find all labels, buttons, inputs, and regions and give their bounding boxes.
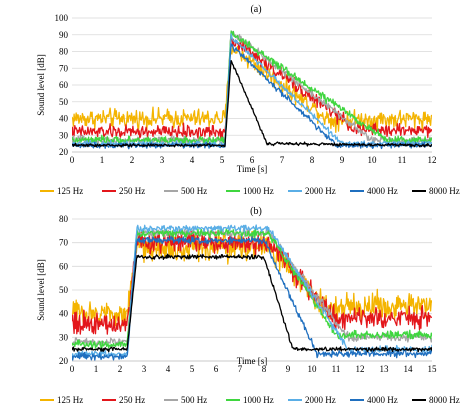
x-tick-label: 15 <box>428 364 438 374</box>
series-line-1000hz <box>72 30 432 146</box>
legend-label: 500 Hz <box>181 186 207 196</box>
x-tick-label: 3 <box>142 364 147 374</box>
legend-label: 4000 Hz <box>367 395 398 405</box>
legend-label: 2000 Hz <box>305 395 336 405</box>
x-tick-label: 5 <box>220 155 225 165</box>
y-tick-label: 80 <box>59 47 69 57</box>
x-tick-label: 4 <box>190 155 195 165</box>
y-tick-label: 20 <box>59 147 69 157</box>
x-tick-label: 12 <box>428 155 437 165</box>
y-tick-label: 100 <box>55 13 69 23</box>
x-tick-label: 8 <box>262 364 267 374</box>
legend-label: 250 Hz <box>119 186 145 196</box>
x-tick-label: 12 <box>356 364 365 374</box>
x-tick-label: 3 <box>160 155 165 165</box>
legend-label: 4000 Hz <box>367 186 398 196</box>
y-tick-label: 50 <box>59 97 69 107</box>
y-tick-label: 50 <box>59 285 69 295</box>
x-tick-label: 9 <box>286 364 291 374</box>
y-tick-label: 40 <box>59 114 69 124</box>
series-line-250hz <box>72 32 432 139</box>
x-tick-label: 6 <box>250 155 255 165</box>
legend-label: 125 Hz <box>57 395 83 405</box>
series-line-8000hz <box>72 253 432 353</box>
legend-label: 2000 Hz <box>305 186 336 196</box>
x-tick-label: 2 <box>118 364 123 374</box>
x-tick-label: 13 <box>380 364 390 374</box>
x-tick-label: 5 <box>190 364 195 374</box>
x-tick-label: 6 <box>214 364 219 374</box>
legend-label: 250 Hz <box>119 395 145 405</box>
x-axis-label: Time [s] <box>237 164 267 174</box>
series-line-8000hz <box>72 60 432 148</box>
series-line-125hz <box>72 44 432 134</box>
legend-label: 1000 Hz <box>243 186 274 196</box>
x-tick-label: 11 <box>398 155 407 165</box>
x-tick-label: 7 <box>280 155 285 165</box>
x-tick-label: 10 <box>308 364 318 374</box>
legend-label: 8000 Hz <box>429 186 460 196</box>
series-line-4000hz <box>72 235 432 361</box>
x-tick-label: 4 <box>166 364 171 374</box>
y-tick-label: 30 <box>59 130 69 140</box>
x-tick-label: 1 <box>100 155 105 165</box>
y-tick-label: 70 <box>59 63 69 73</box>
x-tick-label: 2 <box>130 155 135 165</box>
y-tick-label: 60 <box>59 80 69 90</box>
x-tick-label: 0 <box>70 155 75 165</box>
legend-label: 125 Hz <box>57 186 83 196</box>
x-tick-label: 11 <box>332 364 341 374</box>
x-tick-label: 10 <box>368 155 378 165</box>
y-tick-label: 20 <box>59 356 69 366</box>
y-axis-label: Sound level [dB] <box>36 259 46 321</box>
legend-label: 8000 Hz <box>429 395 460 405</box>
legend-label: 1000 Hz <box>243 395 274 405</box>
x-tick-label: 1 <box>94 364 99 374</box>
x-tick-label: 9 <box>340 155 345 165</box>
y-tick-label: 90 <box>59 30 69 40</box>
x-tick-label: 14 <box>404 364 414 374</box>
x-tick-label: 8 <box>310 155 315 165</box>
y-axis-label: Sound level [dB] <box>36 54 46 116</box>
y-tick-label: 60 <box>59 261 69 271</box>
series-line-125hz <box>72 229 432 327</box>
x-tick-label: 0 <box>70 364 75 374</box>
panel-title: (a) <box>250 4 261 15</box>
series-line-1000hz <box>72 227 432 350</box>
y-tick-label: 70 <box>59 238 69 248</box>
x-tick-label: 7 <box>238 364 243 374</box>
panel-title: (b) <box>250 206 262 217</box>
legend-label: 500 Hz <box>181 395 207 405</box>
x-axis-label: Time [s] <box>237 356 267 366</box>
y-tick-label: 80 <box>59 214 69 224</box>
y-tick-label: 40 <box>59 309 69 319</box>
y-tick-label: 30 <box>59 332 69 342</box>
